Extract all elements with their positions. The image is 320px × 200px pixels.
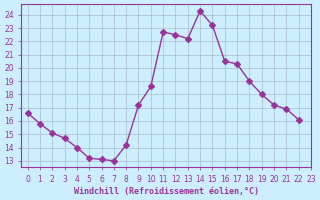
X-axis label: Windchill (Refroidissement éolien,°C): Windchill (Refroidissement éolien,°C)	[74, 187, 259, 196]
